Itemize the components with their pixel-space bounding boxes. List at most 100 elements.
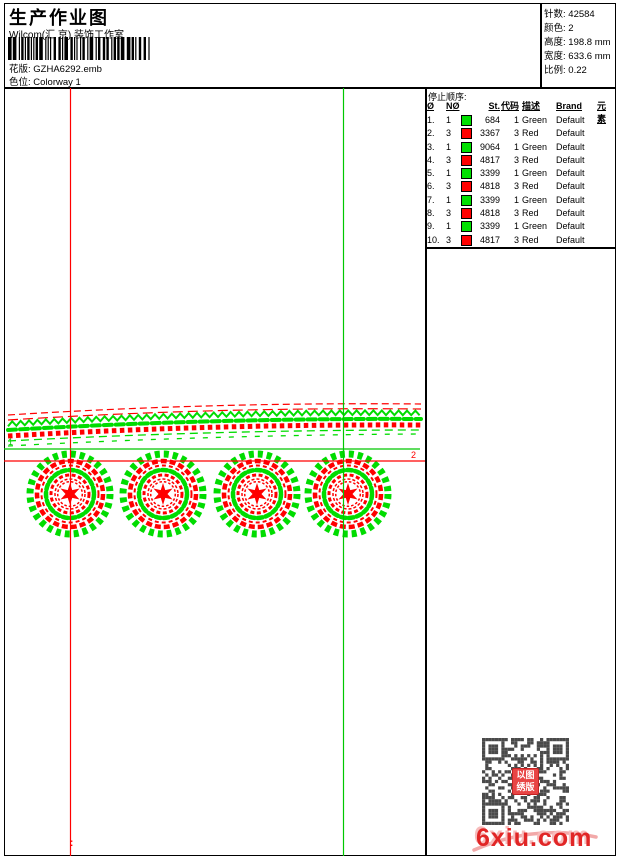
needle-number: 1 [446, 194, 452, 205]
col-header-brand: Brand [556, 101, 583, 111]
stat-colors: 颜色: 2 [544, 23, 574, 34]
table-bottom-rule [425, 247, 616, 249]
needle-number: 3 [446, 181, 452, 192]
thread-code: 3 [513, 154, 519, 165]
thread-description: Green [522, 221, 548, 232]
rosette [308, 454, 388, 534]
stat-width: 宽度: 633.6 mm [544, 51, 611, 62]
thread-description: Red [522, 128, 539, 139]
elements-cell [597, 207, 612, 220]
table-row: 1. 1 684 1 Green Default [427, 114, 614, 127]
qr-code: 以图 绣版 [482, 738, 569, 825]
thread-code: 1 [513, 194, 519, 205]
elements-cell [597, 141, 612, 154]
stop-sequence-table: 1. 1 684 1 Green Default 2. 3 3367 3 Red Default 3. 1… [427, 114, 614, 247]
color-swatch [461, 128, 472, 140]
page-frame [4, 3, 616, 856]
stitch-count: 3367 [479, 128, 500, 139]
thread-code: 1 [513, 115, 519, 125]
company-name: Wilcom(汇 京) 装饰工作室 [9, 30, 124, 41]
rosette [123, 454, 203, 534]
colorway-row: 色位: Colorway 1 [9, 74, 81, 88]
thread-code: 1 [513, 168, 519, 179]
elements-cell [597, 114, 612, 127]
color-swatch-cell [459, 207, 473, 220]
row-index: 8. [427, 208, 435, 219]
color-swatch-cell [459, 141, 473, 154]
col-header-stitches: St. [488, 101, 500, 111]
design-filename-label: 花版: [9, 64, 31, 75]
thread-brand: Default [556, 128, 585, 139]
color-swatch [461, 141, 472, 153]
thread-description: Red [522, 154, 539, 165]
stitch-count: 4818 [479, 181, 500, 192]
row-index: 5. [427, 168, 435, 179]
row-index: 4. [427, 154, 435, 165]
color-swatch-cell [459, 154, 473, 167]
color-swatch-cell [459, 127, 473, 140]
qr-code-pattern [482, 738, 569, 825]
thread-code: 3 [513, 208, 519, 219]
barcode [8, 37, 150, 60]
site-watermark-text: 6xiu.com [476, 824, 593, 852]
stat-scale: 比例: 0.22 [544, 65, 587, 76]
stitch-count: 9064 [479, 141, 500, 152]
thread-brand: Default [556, 154, 585, 165]
thread-description: Green [522, 115, 548, 125]
table-row: 10. 3 4817 3 Red Default [427, 234, 614, 247]
elements-cell [597, 234, 612, 247]
table-row: 6. 3 4818 3 Red Default [427, 180, 614, 193]
needle-position-marker: : [70, 838, 74, 849]
color-swatch [461, 181, 472, 193]
color-swatch-cell [459, 167, 473, 180]
color-swatch-cell [459, 234, 473, 247]
table-row: 4. 3 4817 3 Red Default [427, 154, 614, 167]
start-point-label: 1 [8, 437, 14, 447]
thread-description: Red [522, 181, 539, 192]
thread-brand: Default [556, 115, 585, 125]
thread-code: 3 [513, 234, 519, 245]
thread-brand: Default [556, 221, 585, 232]
stitch-count: 3399 [479, 168, 500, 179]
stitch-count: 4817 [479, 234, 500, 245]
stop-sequence-column-headers: Ø NØ St. 代码 描述 Brand 元素 [427, 100, 614, 124]
needle-number: 3 [446, 128, 452, 139]
row-index: 1. [427, 115, 435, 125]
needle-number: 1 [446, 141, 452, 152]
thread-description: Green [522, 194, 548, 205]
color-swatch [461, 221, 472, 233]
elements-cell [597, 220, 612, 233]
panel-divider-rule [425, 88, 427, 856]
row-index: 10. [427, 234, 440, 245]
thread-description: Green [522, 141, 548, 152]
watermark-swoosh [472, 830, 598, 852]
color-swatch [461, 194, 472, 206]
needle-number: 3 [446, 154, 452, 165]
stop-sequence-title: 停止顺序: [428, 92, 467, 102]
page-title: 生产作业图 [9, 8, 109, 28]
table-row: 9. 1 3399 1 Green Default [427, 220, 614, 233]
color-swatch [461, 208, 472, 220]
row-index: 9. [427, 221, 435, 232]
needle-number: 1 [446, 115, 452, 125]
color-swatch [461, 154, 472, 166]
table-row: 3. 1 9064 1 Green Default [427, 141, 614, 154]
col-header-needle: NØ [446, 101, 460, 111]
thread-brand: Default [556, 194, 585, 205]
elements-cell [597, 154, 612, 167]
stitch-count: 684 [484, 115, 500, 125]
row-index: 7. [427, 194, 435, 205]
color-swatch [461, 115, 472, 126]
thread-brand: Default [556, 168, 585, 179]
color-swatch-cell [459, 114, 473, 127]
thread-description: Red [522, 234, 539, 245]
border-band [6, 403, 423, 447]
col-header-hash: Ø [427, 101, 435, 111]
stitch-count: 3399 [479, 194, 500, 205]
table-row: 5. 1 3399 1 Green Default [427, 167, 614, 180]
col-header-desc: 描述 [522, 101, 541, 111]
end-point-label: 2 [411, 450, 417, 460]
col-header-code: 代码 [500, 101, 519, 111]
color-swatch-cell [459, 220, 473, 233]
